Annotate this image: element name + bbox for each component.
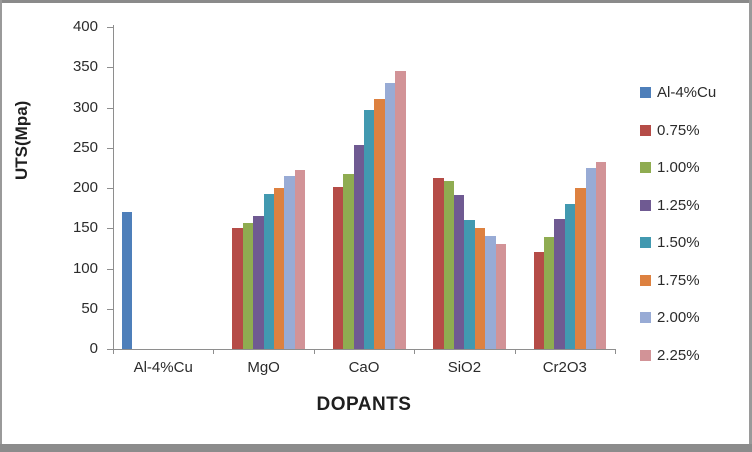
legend-swatch-icon [640,87,651,98]
frame-border-right [749,0,752,452]
legend-label: 1.00% [657,159,700,176]
legend-swatch-icon [640,349,651,361]
y-axis-tick [107,268,113,270]
y-axis-tick [107,308,113,310]
bar-0.75%-CaO [332,187,344,349]
legend-item-0.75%: 0.75% [640,120,716,141]
legend-swatch-icon [640,312,651,323]
legend-item-Al-4%Cu: Al-4%Cu [640,82,716,103]
legend-swatch-icon [640,124,651,136]
legend-label: 0.75% [657,121,700,139]
bar-1.00%-Cr2O3 [544,237,555,349]
legend-label: 2.00% [657,309,700,326]
bar-0.75%-Cr2O3 [533,252,544,349]
legend-label: 1.25% [657,196,700,214]
y-tick-label: 0 [89,340,98,357]
y-tick-label: 50 [81,299,98,317]
x-category-label: SiO2 [447,359,482,376]
bar-2.00%-MgO [284,175,295,349]
legend-swatch-icon [640,237,651,248]
y-axis-tick [107,147,113,149]
legend-label: 1.50% [657,234,700,251]
y-axis-tick [107,228,113,230]
bar-1.75%-SiO2 [474,228,486,349]
legend-item-2.00%: 2.00% [640,307,716,328]
legend-label: 2.25% [657,346,700,364]
y-axis-tick [107,27,113,28]
legend-item-1.25%: 1.25% [640,195,716,216]
x-category-label: CaO [348,359,380,376]
frame-border-top [0,0,752,3]
bar-2.00%-Cr2O3 [585,167,596,349]
x-category-label: Al-4%Cu [133,359,193,376]
bar-Al-4%Cu-Al-4%Cu [121,212,132,349]
y-tick-label: 400 [72,18,98,35]
bar-2.25%-SiO2 [495,244,506,349]
bar-1.25%-SiO2 [454,195,465,349]
x-axis-tick [213,349,215,354]
bar-2.00%-CaO [384,82,396,349]
y-axis-tick [107,188,113,189]
bar-1.50%-SiO2 [464,220,475,349]
bar-1.50%-CaO [364,109,375,349]
bar-2.25%-MgO [294,170,306,349]
legend-label: 1.75% [657,271,700,289]
legend-item-1.50%: 1.50% [640,232,716,253]
y-tick-label: 200 [72,179,98,196]
legend-label: Al-4%Cu [657,84,717,101]
x-axis-tick [615,349,616,354]
bar-1.00%-CaO [343,173,354,349]
y-tick-label: 100 [72,259,98,277]
bar-1.75%-MgO [274,188,285,349]
bar-1.25%-Cr2O3 [554,219,565,349]
y-axis-tick [107,107,113,109]
x-axis-tick [113,349,114,354]
bar-2.00%-SiO2 [485,236,496,349]
legend-swatch-icon [640,199,651,211]
x-axis-tick [514,349,516,354]
bar-1.50%-Cr2O3 [564,204,576,349]
bar-1.00%-MgO [242,222,254,349]
legend-swatch-icon [640,274,651,286]
y-axis-line [113,25,114,350]
y-tick-label: 250 [72,138,98,156]
x-category-label: Cr2O3 [542,359,587,376]
x-category-label: MgO [247,359,280,376]
bar-2.25%-Cr2O3 [596,162,607,349]
y-tick-label: 150 [72,219,98,237]
legend: Al-4%Cu 0.75% 1.00% 1.25% 1.50% 1.75% 2.00% 2.2… [640,82,716,366]
bar-1.75%-CaO [374,99,385,349]
legend-item-1.75%: 1.75% [640,270,716,291]
x-axis-tick [414,349,416,354]
legend-item-1.00%: 1.00% [640,157,716,178]
bar-2.25%-CaO [395,71,406,349]
frame-border-left [0,0,2,452]
bar-1.25%-CaO [353,144,364,349]
y-tick-label: 300 [72,98,98,116]
x-axis-line [107,349,615,350]
y-axis-tick [107,67,113,69]
bar-1.00%-SiO2 [443,180,454,349]
x-axis-title: DOPANTS [316,394,412,415]
bar-0.75%-MgO [232,228,243,349]
y-axis-tick [107,349,113,350]
bar-1.25%-MgO [253,216,264,349]
legend-swatch-icon [640,162,651,173]
legend-item-2.25%: 2.25% [640,345,716,366]
bar-1.75%-Cr2O3 [575,188,586,349]
x-axis-tick [313,349,315,354]
y-tick-label: 350 [72,58,98,76]
bar-0.75%-SiO2 [433,178,444,349]
frame-border-bottom [0,444,752,452]
bar-1.50%-MgO [263,193,274,349]
